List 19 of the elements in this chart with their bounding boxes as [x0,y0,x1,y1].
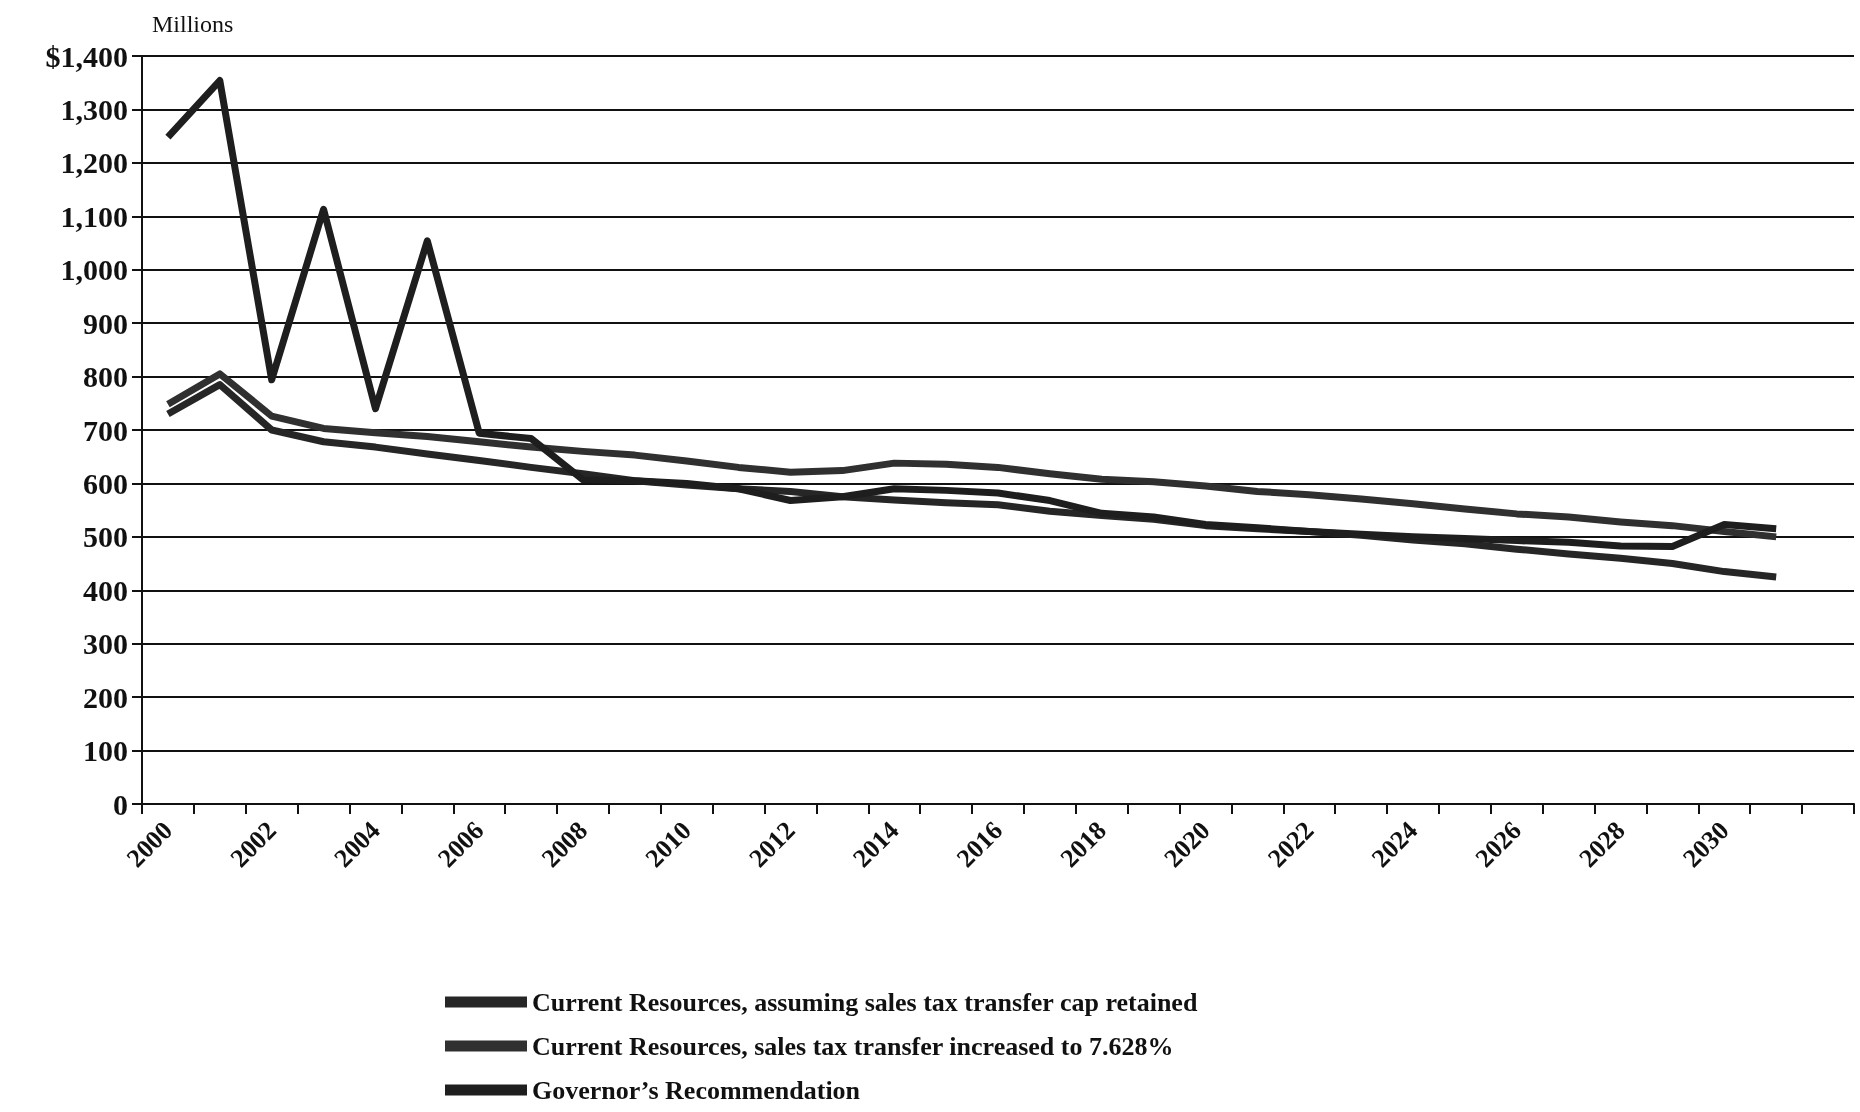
legend-label: Current Resources, sales tax transfer increased to 7.628% [532,1031,1174,1061]
y-tick-label: 500 [83,520,128,554]
y-axis-title: Millions [152,11,234,37]
y-tick-label: 1,300 [60,92,128,126]
y-tick-label: 800 [83,360,128,394]
y-tick-label: 200 [83,680,128,714]
y-tick-label: 1,100 [60,199,128,233]
y-tick-label: 1,000 [60,253,128,287]
y-tick-label: $1,400 [45,39,128,73]
legend-label: Governor’s Recommendation [532,1075,861,1105]
legend-label: Current Resources, assuming sales tax transfer cap retained [532,987,1198,1017]
y-tick-label: 700 [83,413,128,447]
y-tick-label: 0 [113,787,128,821]
y-tick-label: 1,200 [60,146,128,180]
y-tick-label: 300 [83,627,128,661]
y-tick-label: 100 [83,734,128,768]
y-tick-label: 900 [83,306,128,340]
y-tick-label: 600 [83,466,128,500]
y-tick-label: 400 [83,573,128,607]
